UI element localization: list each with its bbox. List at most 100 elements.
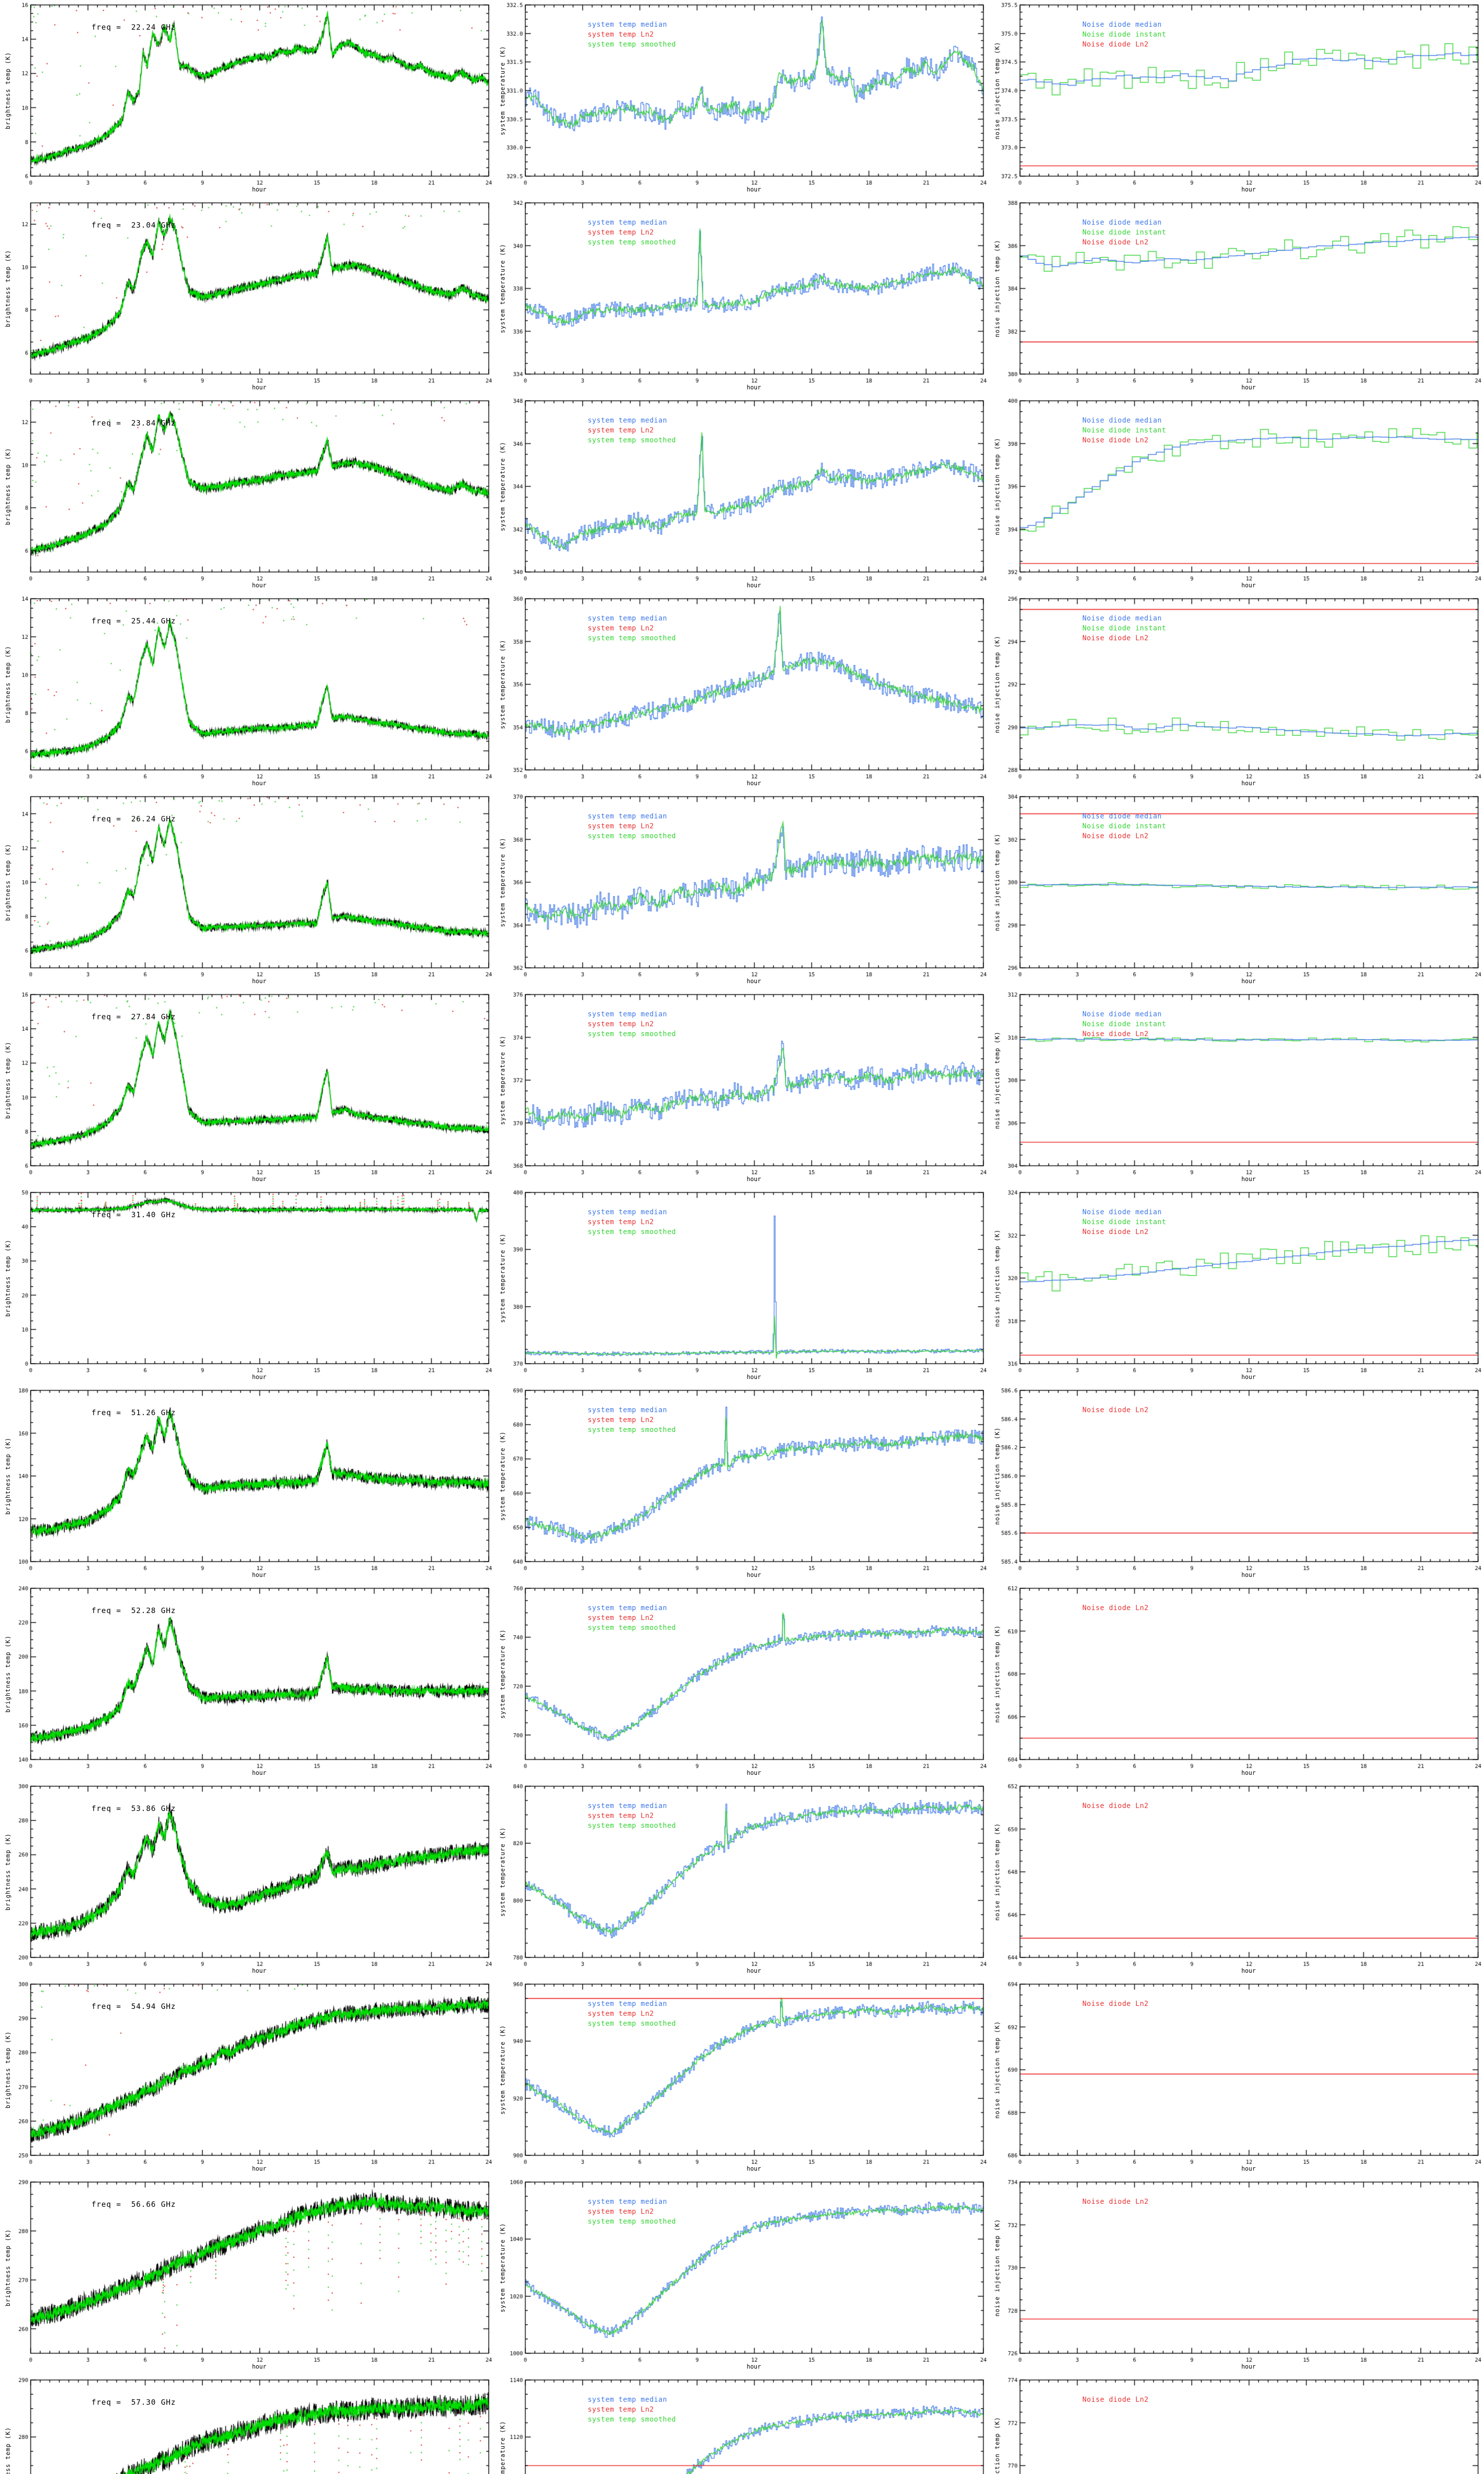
brightness-temp-plot-row-2: brightness temp (K) hour freq = 23.04 GHz xyxy=(0,198,495,396)
legend-noise-diode-2: Noise diode Ln2 xyxy=(1082,634,1149,642)
y-axis-label: noise injection temp (K) xyxy=(994,635,1001,733)
legend-system-temp-0: system temp median xyxy=(588,812,667,820)
x-axis-label: hour xyxy=(746,384,761,391)
y-axis-label: noise injection temp (K) xyxy=(994,42,1001,140)
plot-canvas xyxy=(495,1979,989,2177)
y-axis-label: system temperature (K) xyxy=(499,1431,506,1521)
legend-noise-diode-2: Noise diode Ln2 xyxy=(1082,41,1149,48)
x-axis-label: hour xyxy=(252,2165,267,2172)
legend-noise-diode-0: Noise diode median xyxy=(1082,812,1162,820)
plot-canvas xyxy=(989,1781,1484,1979)
legend-system-temp-2: system temp smoothed xyxy=(588,2416,676,2424)
legend-system-temp-0: system temp median xyxy=(588,21,667,29)
x-axis-label: hour xyxy=(1241,2165,1256,2172)
plot-canvas xyxy=(495,594,989,792)
legend-system-temp-2: system temp smoothed xyxy=(588,1822,676,1830)
legend-system-temp-1: system temp Ln2 xyxy=(588,427,654,434)
legend-system-temp-0: system temp median xyxy=(588,615,667,622)
y-axis-label: system temperature (K) xyxy=(499,243,506,333)
frequency-label: freq = 26.24 GHz xyxy=(92,814,176,823)
brightness-temp-plot-row-9: brightness temp (K) hour freq = 52.28 GHz xyxy=(0,1583,495,1781)
plot-canvas xyxy=(989,396,1484,594)
legend-system-temp-2: system temp smoothed xyxy=(588,436,676,444)
y-axis-label: system temperature (K) xyxy=(499,1827,506,1917)
y-axis-label: system temperature (K) xyxy=(499,2223,506,2313)
legend-system-temp-2: system temp smoothed xyxy=(588,1624,676,1632)
y-axis-label: brightness temp (K) xyxy=(4,1635,11,1713)
legend-system-temp-2: system temp smoothed xyxy=(588,238,676,246)
frequency-label: freq = 51.26 GHz xyxy=(92,1408,176,1417)
plot-canvas xyxy=(495,396,989,594)
plot-canvas xyxy=(495,0,989,198)
legend-noise-diode-0: Noise diode median xyxy=(1082,417,1162,425)
legend-system-temp-1: system temp Ln2 xyxy=(588,1416,654,1424)
legend-noise-diode-1: Noise diode instant xyxy=(1082,822,1166,830)
legend-noise-diode-0: Noise diode median xyxy=(1082,1010,1162,1018)
legend-system-temp-2: system temp smoothed xyxy=(588,634,676,642)
y-axis-label: brightness temp (K) xyxy=(4,1833,11,1911)
system-temp-plot-row-3: system temperature (K) hour system temp me… xyxy=(495,396,989,594)
legend-system-temp-1: system temp Ln2 xyxy=(588,2406,654,2414)
y-axis-label: brightness temp (K) xyxy=(4,843,11,921)
system-temp-plot-row-1: system temperature (K) hour system temp me… xyxy=(495,0,989,198)
frequency-label: freq = 54.94 GHz xyxy=(92,2002,176,2011)
legend-noise-diode-2: Noise diode Ln2 xyxy=(1082,832,1149,840)
plot-canvas xyxy=(989,2177,1484,2375)
plot-canvas xyxy=(0,396,495,594)
legend-system-temp-0: system temp median xyxy=(588,2198,667,2206)
x-axis-label: hour xyxy=(1241,1571,1256,1578)
legend-system-temp-2: system temp smoothed xyxy=(588,41,676,48)
legend-system-temp-0: system temp median xyxy=(588,417,667,425)
y-axis-label: brightness temp (K) xyxy=(4,2426,11,2474)
legend-system-temp-1: system temp Ln2 xyxy=(588,31,654,39)
brightness-temp-plot-row-5: brightness temp (K) hour freq = 26.24 GHz xyxy=(0,792,495,990)
x-axis-label: hour xyxy=(252,780,267,787)
legend-system-temp-1: system temp Ln2 xyxy=(588,1812,654,1820)
noise-diode-plot-row-11: noise injection temp (K) hour Noise diode … xyxy=(989,1979,1484,2177)
y-axis-label: system temperature (K) xyxy=(499,639,506,729)
legend-system-temp-2: system temp smoothed xyxy=(588,2218,676,2226)
x-axis-label: hour xyxy=(252,1374,267,1380)
frequency-label: freq = 27.84 GHz xyxy=(92,1012,176,1021)
x-axis-label: hour xyxy=(252,384,267,391)
plot-canvas xyxy=(989,198,1484,396)
plot-canvas xyxy=(989,1583,1484,1781)
frequency-label: freq = 53.86 GHz xyxy=(92,1804,176,1813)
legend-noise-diode-ln2: Noise diode Ln2 xyxy=(1082,2396,1149,2404)
legend-noise-diode-2: Noise diode Ln2 xyxy=(1082,1030,1149,1038)
noise-diode-plot-row-9: noise injection temp (K) hour Noise diode … xyxy=(989,1583,1484,1781)
brightness-temp-plot-row-8: brightness temp (K) hour freq = 51.26 GHz xyxy=(0,1385,495,1583)
system-temp-plot-row-8: system temperature (K) hour system temp me… xyxy=(495,1385,989,1583)
x-axis-label: hour xyxy=(252,582,267,589)
x-axis-label: hour xyxy=(746,1176,761,1183)
legend-noise-diode-0: Noise diode median xyxy=(1082,21,1162,29)
x-axis-label: hour xyxy=(746,582,761,589)
plot-canvas xyxy=(495,1188,989,1385)
brightness-temp-plot-row-4: brightness temp (K) hour freq = 25.44 GHz xyxy=(0,594,495,792)
y-axis-label: noise injection temp (K) xyxy=(994,2219,1001,2317)
legend-system-temp-0: system temp median xyxy=(588,1208,667,1216)
legend-system-temp-2: system temp smoothed xyxy=(588,2020,676,2028)
plot-canvas xyxy=(989,1385,1484,1583)
legend-noise-diode-1: Noise diode instant xyxy=(1082,427,1166,434)
legend-noise-diode-0: Noise diode median xyxy=(1082,1208,1162,1216)
legend-noise-diode-2: Noise diode Ln2 xyxy=(1082,1228,1149,1236)
frequency-label: freq = 52.28 GHz xyxy=(92,1606,176,1615)
plot-canvas xyxy=(495,198,989,396)
legend-system-temp-1: system temp Ln2 xyxy=(588,229,654,237)
plot-canvas xyxy=(495,1385,989,1583)
legend-noise-diode-ln2: Noise diode Ln2 xyxy=(1082,2198,1149,2206)
plot-canvas xyxy=(495,792,989,990)
frequency-label: freq = 57.30 GHz xyxy=(92,2398,176,2407)
y-axis-label: brightness temp (K) xyxy=(4,2229,11,2307)
x-axis-label: hour xyxy=(746,186,761,193)
legend-system-temp-1: system temp Ln2 xyxy=(588,2208,654,2216)
plot-canvas xyxy=(0,1188,495,1385)
plot-canvas xyxy=(0,198,495,396)
legend-system-temp-1: system temp Ln2 xyxy=(588,1218,654,1226)
y-axis-label: system temperature (K) xyxy=(499,1233,506,1323)
y-axis-label: brightness temp (K) xyxy=(4,1041,11,1119)
